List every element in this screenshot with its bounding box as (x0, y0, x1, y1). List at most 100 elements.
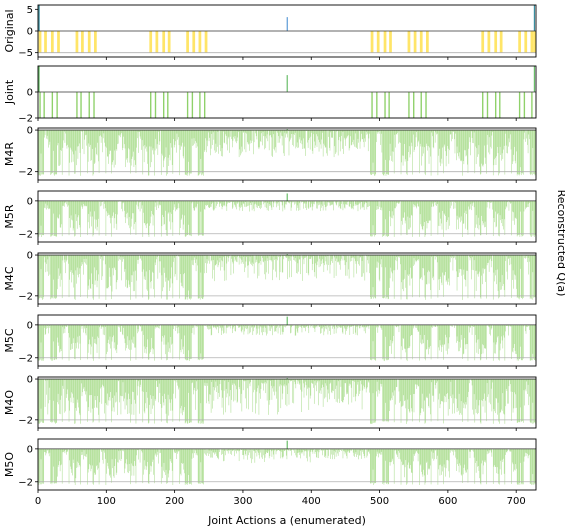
bar (197, 255, 198, 266)
bar (266, 379, 267, 384)
bar (311, 448, 312, 451)
bar (261, 130, 262, 134)
bar (423, 448, 425, 476)
bar (196, 200, 198, 207)
bar (406, 448, 407, 485)
bar (167, 130, 168, 175)
bar (185, 448, 187, 484)
bar (113, 379, 115, 412)
bar (455, 448, 456, 458)
bar (295, 200, 297, 204)
bar (438, 130, 439, 156)
bar (325, 200, 327, 211)
bar (241, 130, 243, 147)
bar (317, 255, 318, 262)
bar (216, 255, 218, 261)
bar (221, 130, 222, 157)
bar (403, 130, 405, 156)
bar (180, 255, 181, 275)
bar (440, 200, 441, 219)
bar (526, 324, 527, 327)
bar (423, 200, 424, 227)
bar (407, 130, 409, 161)
bar (54, 324, 55, 361)
bar (214, 255, 215, 282)
bar (263, 130, 264, 137)
bar (44, 379, 46, 407)
bar (281, 448, 282, 452)
bar (251, 255, 253, 263)
bar (94, 379, 96, 397)
bar (418, 324, 420, 332)
bar (510, 379, 511, 385)
bar (144, 324, 146, 353)
bar (188, 379, 189, 393)
bar (287, 255, 288, 280)
bar (454, 200, 455, 202)
bar (170, 448, 172, 462)
bar (225, 130, 227, 136)
bar (378, 255, 380, 280)
bar (496, 379, 497, 399)
bar (169, 200, 171, 213)
bar (124, 324, 125, 339)
bar (451, 379, 453, 414)
bar (421, 130, 422, 166)
bar (288, 379, 289, 384)
bar (226, 130, 228, 145)
bar (41, 379, 42, 422)
bar (510, 448, 512, 452)
bar (304, 200, 305, 204)
bar (443, 324, 445, 346)
bar (496, 324, 497, 343)
bar (212, 200, 213, 203)
bar (111, 324, 112, 360)
bar (238, 130, 240, 158)
bar (460, 255, 462, 270)
bar (347, 324, 349, 327)
bar (518, 31, 521, 53)
bar (520, 379, 522, 422)
bar (426, 324, 428, 349)
bar (275, 200, 277, 204)
bar (159, 448, 161, 454)
bar (335, 200, 336, 203)
bar (321, 200, 323, 208)
bar (139, 130, 141, 137)
bar (142, 200, 144, 237)
bar (518, 255, 519, 299)
bar (108, 324, 109, 340)
bar (370, 255, 372, 300)
bar (171, 200, 173, 223)
bar (128, 255, 130, 285)
bar (435, 324, 437, 327)
bar (422, 200, 424, 231)
bar (156, 200, 158, 206)
bar (65, 255, 66, 274)
bar (256, 448, 258, 457)
bar (265, 448, 267, 454)
bar (441, 448, 442, 475)
bar (82, 448, 83, 455)
bar (150, 324, 152, 350)
bar (104, 379, 105, 414)
bar (249, 379, 251, 387)
bar (447, 130, 449, 149)
bar (384, 324, 385, 362)
bar (460, 379, 462, 402)
bar (215, 448, 217, 454)
bar (396, 255, 398, 262)
bar (274, 324, 275, 332)
bar (472, 255, 474, 258)
bar (41, 255, 42, 299)
bar (70, 255, 72, 271)
bar (166, 324, 167, 361)
bar (406, 379, 408, 422)
bar (73, 379, 75, 398)
bar (430, 448, 431, 466)
bar (183, 200, 185, 225)
bar (507, 324, 508, 326)
bar (368, 379, 370, 383)
bar (71, 200, 73, 220)
bar (386, 255, 387, 298)
